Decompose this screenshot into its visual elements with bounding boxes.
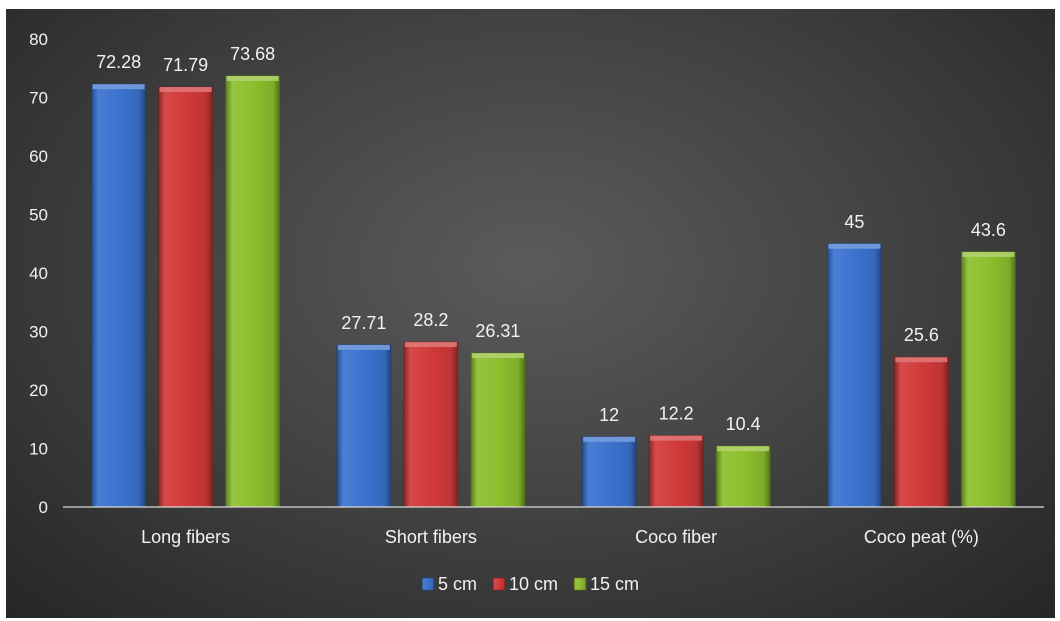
bar-chart: 0 10 20 30 40 50 60 70 80 72.28 71.79 73.68 27.71 28… bbox=[29, 30, 1044, 594]
bar-15-cm-3 bbox=[960, 251, 1016, 508]
x-category-label: Coco peat (%) bbox=[864, 527, 979, 547]
data-label: 26.31 bbox=[475, 321, 520, 341]
y-tick-label: 20 bbox=[29, 381, 48, 400]
data-label: 72.28 bbox=[96, 52, 141, 72]
bar-cap bbox=[895, 357, 948, 363]
data-label: 10.4 bbox=[726, 414, 761, 434]
bar-cap bbox=[717, 446, 770, 452]
bar-cap bbox=[92, 84, 145, 90]
bar-cap bbox=[226, 75, 279, 81]
x-category-label: Coco fiber bbox=[635, 527, 717, 547]
bar-15-cm-0 bbox=[225, 75, 281, 508]
data-label: 12 bbox=[599, 405, 619, 425]
data-label: 12.2 bbox=[659, 404, 694, 424]
y-tick-label: 10 bbox=[29, 440, 48, 459]
plot-bars: 72.28 71.79 73.68 27.71 28.2 26.31 12 12.2 10.4 4… bbox=[91, 44, 1016, 508]
y-tick-label: 30 bbox=[29, 323, 48, 342]
data-label: 71.79 bbox=[163, 55, 208, 75]
bar-15-cm-2 bbox=[715, 445, 771, 508]
bar-cap bbox=[962, 251, 1015, 257]
bar-5-cm-2 bbox=[581, 436, 637, 508]
bar-5-cm-1 bbox=[336, 344, 392, 508]
bar-15-cm-1 bbox=[470, 352, 526, 508]
bar-cap bbox=[404, 342, 457, 348]
bar-cap bbox=[337, 344, 390, 350]
y-tick-label: 40 bbox=[29, 264, 48, 283]
y-axis: 0 10 20 30 40 50 60 70 80 bbox=[29, 30, 48, 517]
data-label: 43.6 bbox=[971, 220, 1006, 240]
y-tick-label: 0 bbox=[39, 498, 48, 517]
x-category-label: Short fibers bbox=[385, 527, 477, 547]
legend-item: 10 cm bbox=[492, 574, 558, 594]
data-label: 45 bbox=[844, 212, 864, 232]
legend-swatch bbox=[573, 577, 587, 591]
legend-label: 15 cm bbox=[590, 574, 639, 594]
bar-cap bbox=[828, 243, 881, 249]
data-label: 27.71 bbox=[341, 313, 386, 333]
bar-10-cm-1 bbox=[403, 341, 459, 508]
bar-cap bbox=[471, 353, 524, 359]
legend-item: 5 cm bbox=[421, 574, 477, 594]
y-tick-label: 70 bbox=[29, 89, 48, 108]
bar-5-cm-0 bbox=[91, 83, 147, 508]
y-tick-label: 60 bbox=[29, 147, 48, 166]
bar-cap bbox=[583, 436, 636, 442]
bar-10-cm-3 bbox=[893, 356, 949, 508]
x-axis: Long fibers Short fibers Coco fiber Coco pe… bbox=[141, 527, 979, 547]
y-tick-label: 80 bbox=[29, 30, 48, 49]
legend-label: 10 cm bbox=[509, 574, 558, 594]
legend: 5 cm 10 cm 15 cm bbox=[421, 574, 639, 594]
legend-item: 15 cm bbox=[573, 574, 639, 594]
data-label: 73.68 bbox=[230, 44, 275, 64]
legend-swatch bbox=[421, 577, 435, 591]
bar-cap bbox=[159, 87, 212, 93]
bar-5-cm-3 bbox=[826, 243, 882, 508]
legend-label: 5 cm bbox=[438, 574, 477, 594]
data-label: 25.6 bbox=[904, 325, 939, 345]
data-label: 28.2 bbox=[413, 310, 448, 330]
legend-swatch bbox=[492, 577, 506, 591]
bar-10-cm-0 bbox=[158, 86, 214, 508]
y-tick-label: 50 bbox=[29, 206, 48, 225]
bar-cap bbox=[650, 435, 703, 441]
x-category-label: Long fibers bbox=[141, 527, 230, 547]
bar-10-cm-2 bbox=[648, 435, 704, 508]
chart-area: 0 10 20 30 40 50 60 70 80 72.28 71.79 73.68 27.71 28… bbox=[6, 9, 1055, 618]
